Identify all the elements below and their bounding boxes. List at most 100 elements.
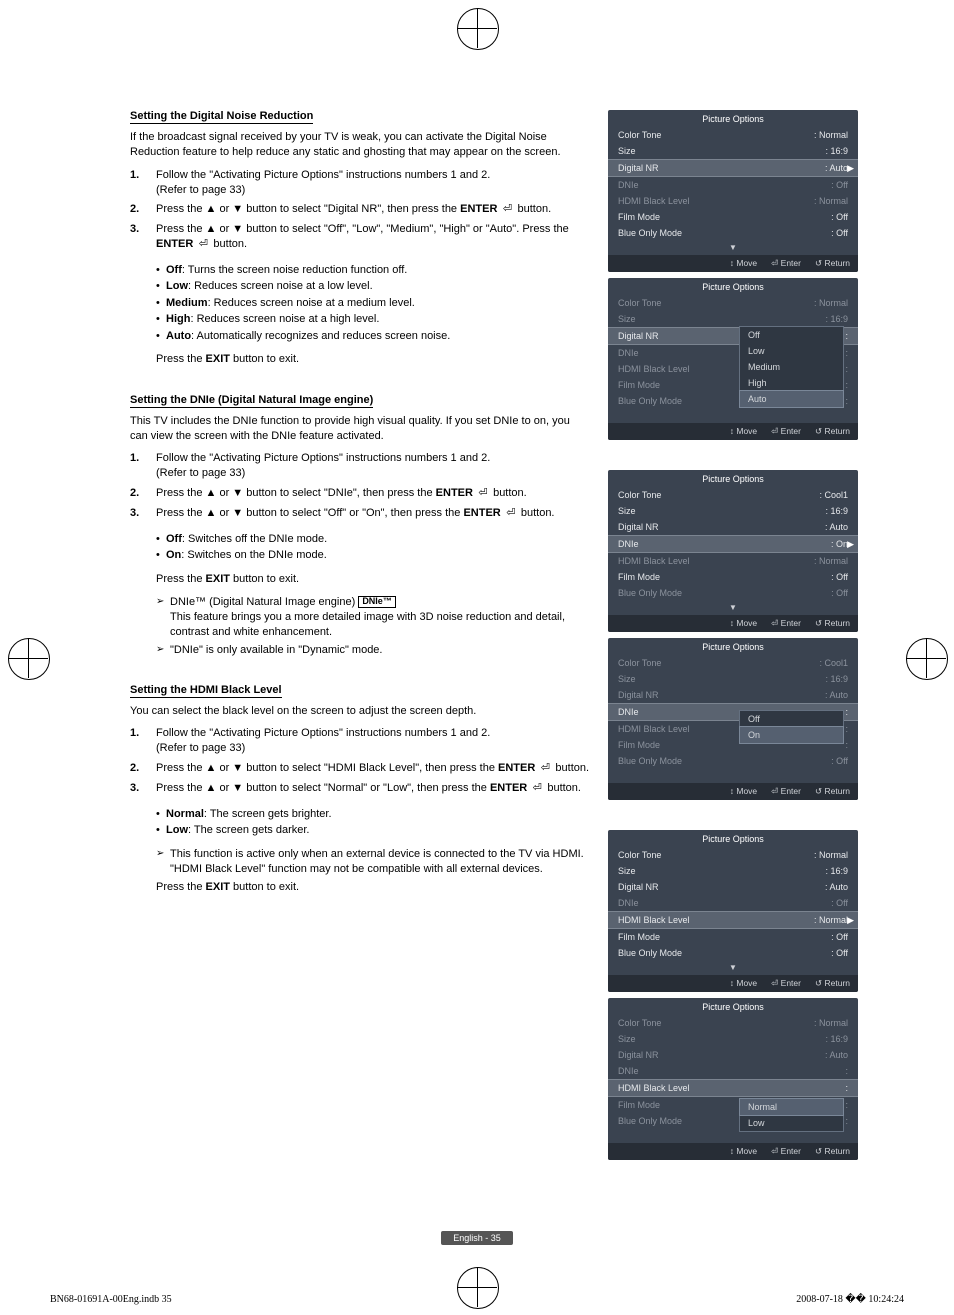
osd-row: Blue Only Mode: Off [608,753,858,769]
chevron-down-icon [608,409,858,423]
osd-row: DNIe: Off [608,895,858,911]
note: DNIe™ (Digital Natural Image engine) DNI… [156,595,590,640]
osd-row: Digital NR: Auto [608,687,858,703]
section-intro: This TV includes the DNIe function to pr… [130,414,590,444]
osd-footer: ↕ Move ⏎ Enter ↺ Return [608,615,858,632]
popup-option[interactable]: Off [740,327,843,343]
popup-option[interactable]: Low [740,343,843,359]
osd-row[interactable]: Digital NR: Auto [608,879,858,895]
section-intro: If the broadcast signal received by your… [130,130,590,160]
option-desc: Normal: The screen gets brighter. [156,806,590,823]
osd-row-selected[interactable]: HDMI Black Level: Normal▶ [608,911,858,929]
section-dnie: Setting the DNIe (Digital Natural Image … [130,394,590,658]
chevron-down-icon: ▼ [608,241,858,255]
osd-title: Picture Options [608,278,858,295]
osd-column: Picture Options Color Tone: Normal Size:… [608,110,858,1255]
osd-row[interactable]: Size: 16:9 [608,143,858,159]
osd-row: Size: 16:9 [608,671,858,687]
note: This function is active only when an ext… [156,847,590,877]
chevron-down-icon: ▼ [608,961,858,975]
section-heading: Setting the Digital Noise Reduction [130,110,313,124]
step-item: Press the ▲ or ▼ button to select "Digit… [130,202,590,217]
popup-option-selected[interactable]: Normal [739,1098,844,1116]
osd-row[interactable]: Size: 16:9 [608,863,858,879]
osd-popup[interactable]: Off Low Medium High Auto [739,326,844,408]
option-desc: On: Switches on the DNIe mode. [156,547,590,564]
step-item: Follow the "Activating Picture Options" … [130,168,590,198]
exit-instruction: Press the EXIT button to exit. [156,352,590,367]
osd-footer: ↕ Move ⏎ Enter ↺ Return [608,975,858,992]
option-desc: Low: The screen gets darker. [156,822,590,839]
osd-panel-hdmi: Picture Options Color Tone: Normal Size:… [608,830,858,992]
popup-option[interactable]: Medium [740,359,843,375]
popup-option-selected[interactable]: Auto [739,390,844,408]
osd-row: HDMI Black Level: Normal [608,193,858,209]
osd-row: DNIe: Off [608,177,858,193]
step-item: Press the ▲ or ▼ button to select "Off" … [130,506,590,521]
dnie-logo: DNIe™ [358,596,396,608]
chevron-down-icon [608,769,858,783]
osd-panel-dnie-popup: Picture Options Color Tone: Cool1 Size: … [608,638,858,800]
popup-option-selected[interactable]: On [739,726,844,744]
chevron-right-icon: ▶ [847,915,854,926]
osd-row: Color Tone: Normal [608,295,858,311]
osd-row[interactable]: Color Tone: Normal [608,127,858,143]
osd-row: Color Tone: Cool1 [608,655,858,671]
section-digital-nr: Setting the Digital Noise Reduction If t… [130,110,590,368]
osd-popup[interactable]: Normal Low [739,1098,844,1132]
chevron-right-icon: ▶ [847,539,854,550]
section-heading: Setting the DNIe (Digital Natural Image … [130,394,373,408]
main-text-column: Setting the Digital Noise Reduction If t… [130,110,590,1255]
osd-row[interactable]: Film Mode: Off [608,209,858,225]
osd-footer: ↕ Move ⏎ Enter ↺ Return [608,1143,858,1160]
osd-row[interactable]: Color Tone: Normal [608,847,858,863]
step-item: Press the ▲ or ▼ button to select "DNIe"… [130,486,590,501]
section-intro: You can select the black level on the sc… [130,704,590,719]
osd-row: DNIe: [608,1063,858,1079]
osd-row: HDMI Black Level: Normal [608,553,858,569]
step-item: Follow the "Activating Picture Options" … [130,451,590,481]
step-item: Follow the "Activating Picture Options" … [130,726,590,756]
osd-row: Blue Only Mode: Off [608,585,858,601]
enter-icon: ⏎ [538,761,552,776]
section-heading: Setting the HDMI Black Level [130,684,282,698]
enter-icon: ⏎ [504,506,518,521]
popup-option[interactable]: High [740,375,843,391]
osd-panel-digital-nr: Picture Options Color Tone: Normal Size:… [608,110,858,272]
osd-row: Color Tone: Normal [608,1015,858,1031]
step-item: Press the ▲ or ▼ button to select "Off",… [130,222,590,252]
osd-footer: ↕ Move ⏎ Enter ↺ Return [608,423,858,440]
option-desc: Off: Turns the screen noise reduction fu… [156,262,590,279]
chevron-right-icon: ▶ [847,163,854,174]
popup-option[interactable]: Off [740,711,843,727]
osd-panel-digital-nr-popup: Picture Options Color Tone: Normal Size:… [608,278,858,440]
osd-row[interactable]: Film Mode: Off [608,569,858,585]
osd-footer: ↕ Move ⏎ Enter ↺ Return [608,255,858,272]
osd-row-selected[interactable]: DNIe: On▶ [608,535,858,553]
section-hdmi-black: Setting the HDMI Black Level You can sel… [130,684,590,895]
enter-icon: ⏎ [530,781,544,796]
enter-icon: ⏎ [476,486,490,501]
osd-footer: ↕ Move ⏎ Enter ↺ Return [608,783,858,800]
option-desc: Off: Switches off the DNIe mode. [156,531,590,548]
exit-instruction: Press the EXIT button to exit. [156,572,590,587]
osd-popup[interactable]: Off On [739,710,844,744]
osd-row[interactable]: Size: 16:9 [608,503,858,519]
page-footer-badge: English - 35 [0,1231,954,1245]
exit-instruction: Press the EXIT button to exit. [156,880,590,895]
osd-row-selected[interactable]: Digital NR: Auto▶ [608,159,858,177]
osd-title: Picture Options [608,998,858,1015]
osd-row[interactable]: Film Mode: Off [608,929,858,945]
osd-row[interactable]: Color Tone: Cool1 [608,487,858,503]
osd-row-selected[interactable]: HDMI Black Level: [608,1079,858,1097]
enter-icon: ⏎ [196,237,210,252]
osd-panel-hdmi-popup: Picture Options Color Tone: Normal Size:… [608,998,858,1160]
osd-row: Digital NR: Auto [608,1047,858,1063]
chevron-down-icon: ▼ [608,601,858,615]
osd-row[interactable]: Digital NR: Auto [608,519,858,535]
osd-title: Picture Options [608,470,858,487]
osd-title: Picture Options [608,638,858,655]
popup-option[interactable]: Low [740,1115,843,1131]
osd-row[interactable]: Blue Only Mode: Off [608,225,858,241]
osd-row[interactable]: Blue Only Mode: Off [608,945,858,961]
